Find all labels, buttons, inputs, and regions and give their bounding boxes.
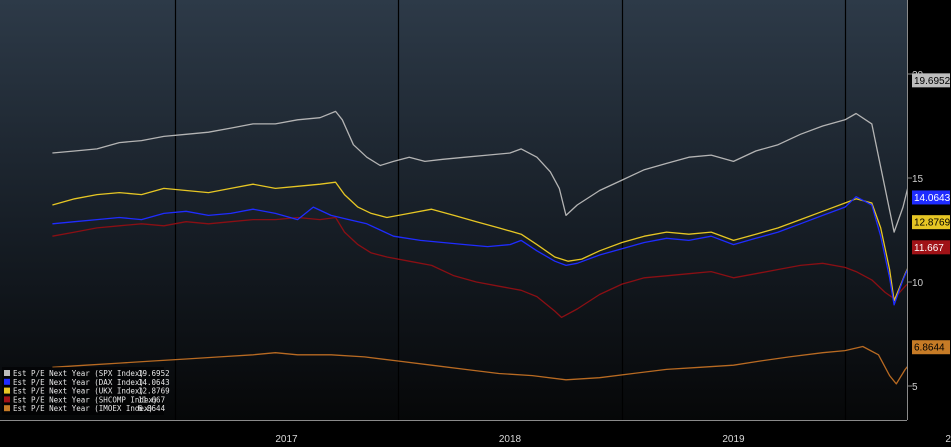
x-year-label: 2017	[275, 434, 298, 445]
legend-swatch	[4, 405, 10, 412]
last-value-label: 19.6952	[912, 73, 951, 88]
y-tick-label: 15	[912, 174, 924, 185]
y-tick-label: 10	[912, 278, 924, 289]
legend-last-value: 6.8644	[138, 404, 166, 413]
legend-name: Est P/E Next Year (IMOEX Index)	[13, 404, 153, 413]
legend-last-value: 11.667	[138, 395, 165, 404]
last-value-labels: 19.6952 14.0643 12.8769 11.667 6.8644	[912, 73, 951, 355]
x-axis-band	[0, 420, 951, 447]
legend-swatch	[4, 396, 10, 403]
series-line	[52, 196, 907, 306]
legend-entry: Est P/E Next Year (IMOEX Index)6.8644	[4, 404, 166, 413]
series-line	[52, 110, 907, 233]
legend-entry: Est P/E Next Year (UKX Index)12.8769	[4, 387, 170, 396]
legend-name: Est P/E Next Year (SPX Index)	[13, 369, 144, 378]
last-value-label: 14.0643	[912, 190, 951, 205]
legend-name: Est P/E Next Year (UKX Index)	[13, 387, 144, 396]
legend-last-value: 14.0643	[138, 378, 170, 387]
x-axis-years: 20172018201920202021	[275, 434, 951, 445]
legend-entry: Est P/E Next Year (SHCOMP Index)11.667	[4, 395, 165, 404]
series-line	[52, 181, 907, 302]
legend-name: Est P/E Next Year (DAX Index)	[13, 378, 144, 387]
last-value-text: 12.8769	[914, 218, 951, 229]
last-value-label: 11.667	[912, 240, 950, 255]
series-line	[52, 345, 907, 385]
legend: Est P/E Next Year (SPX Index)19.6952Est …	[2, 367, 170, 415]
series-lines	[52, 110, 907, 385]
last-value-text: 14.0643	[914, 193, 951, 204]
x-year-label: 2018	[499, 434, 522, 445]
legend-background	[2, 367, 164, 415]
legend-last-value: 19.6952	[138, 369, 170, 378]
last-value-label: 12.8769	[912, 215, 951, 230]
x-year-label: 2019	[722, 434, 745, 445]
legend-last-value: 12.8769	[138, 387, 170, 396]
legend-swatch	[4, 378, 10, 385]
y-tick-label: 5	[912, 382, 918, 393]
legend-entry: Est P/E Next Year (DAX Index)14.0643	[4, 378, 170, 387]
legend-name: Est P/E Next Year (SHCOMP Index)	[13, 395, 158, 404]
last-value-box	[912, 340, 950, 355]
legend-swatch	[4, 370, 10, 376]
series-line	[52, 216, 907, 319]
legend-swatch	[4, 387, 10, 394]
last-value-box	[912, 73, 950, 88]
last-value-text: 11.667	[914, 243, 944, 254]
x-year-label: 2020	[945, 434, 951, 445]
last-value-text: 19.6952	[914, 76, 951, 87]
last-value-label: 6.8644	[912, 340, 950, 355]
legend-entry: Est P/E Next Year (SPX Index)19.6952	[4, 369, 170, 378]
last-value-text: 6.8644	[914, 343, 945, 354]
last-value-box	[912, 190, 950, 205]
last-value-box	[912, 215, 950, 230]
plot-background	[0, 0, 907, 420]
last-value-box	[912, 240, 950, 255]
